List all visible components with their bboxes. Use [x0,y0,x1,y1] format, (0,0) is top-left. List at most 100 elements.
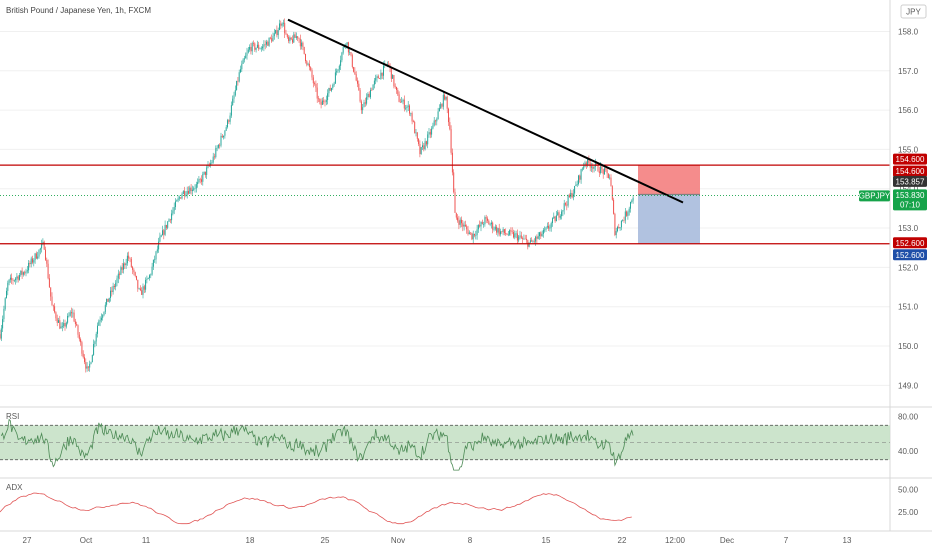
candle-body [501,231,503,232]
candle-body [540,232,542,237]
entry-price-tag-box [893,175,927,187]
candle-body [302,42,304,47]
candle-body [73,312,75,322]
candle-body [449,122,451,130]
candle-body [3,308,5,320]
candle-body [403,99,405,109]
candle-body [464,224,466,227]
take-profit-zone [638,194,700,244]
candle-body [623,220,625,221]
candle-body [154,259,156,261]
candle-body [184,190,186,196]
candle-body [419,144,421,155]
rsi-pane[interactable]: 40.00 80.00 [0,413,919,471]
candle-body [600,166,602,173]
candle-body [76,324,78,326]
candle-body [587,158,589,165]
symbol-tag: GBPJPY [859,191,891,200]
candle-body [533,240,535,242]
rsi-tick-label: 80.00 [898,413,919,422]
candle-body [38,249,40,257]
price-tick-label: 156.0 [898,106,919,115]
candle-body [15,278,17,281]
candle-body [247,49,249,53]
candle-body [359,90,361,102]
candle-body [553,216,555,219]
candle-body [147,277,149,279]
candle-body [236,80,238,91]
candle-body [605,168,607,170]
candle-body [435,120,436,122]
candle-body [197,182,199,185]
candle-body [165,224,167,228]
currency-badge[interactable]: JPY [900,4,927,19]
candle-body [619,227,621,229]
candle-body [25,271,27,274]
candle-body [438,108,440,112]
candle-body [498,228,500,235]
candle-body [303,46,305,54]
candle-body [354,71,356,75]
candle-body [290,37,292,40]
candle-body [77,325,79,335]
horizontal-levels[interactable] [0,164,890,245]
position-zones[interactable] [638,165,700,244]
candle-body [528,242,530,247]
candle-body [267,41,269,46]
candle-body [422,145,423,148]
price-grid [0,30,890,386]
candle-body [580,169,582,180]
candle-body [398,94,400,102]
candle-body [388,64,390,65]
candle-body [414,121,416,134]
candle-body [624,211,626,221]
time-tick-label: 7 [784,536,789,545]
candle-body [120,267,122,275]
candle-body [627,212,629,216]
candle-body [214,156,215,158]
candle-body [11,277,13,280]
time-axis[interactable]: 27 Oct 11 18 25 Nov 8 15 22 12:00 Dec 7 13 [23,536,852,545]
candle-body [260,48,262,49]
candle-body [305,53,306,62]
candle-body [372,84,374,90]
candle-body [189,187,191,194]
trendline[interactable] [287,18,684,204]
candle-body [615,231,617,235]
time-tick-label: 25 [321,536,330,545]
candle-body [532,240,534,242]
time-tick-label: Oct [80,536,93,545]
candle-body [441,104,443,107]
candle-body [563,203,565,211]
candle-body [320,102,322,105]
candle-body [546,225,548,228]
candle-body [610,177,612,187]
adx-label: ADX [6,483,23,492]
candle-body [233,95,235,99]
adx-pane[interactable]: 25.00 50.00 [0,486,919,525]
candle-body [286,34,288,38]
candle-body [458,220,460,225]
candle-body [416,132,418,139]
candle-body [529,240,531,243]
candle-body [310,67,312,71]
candle-body [332,84,334,89]
price-axis-ticks: 149.0 150.0 151.0 152.0 153.0 154.0 155.0 156.0… [898,27,919,390]
candle-body [454,191,456,213]
candle-body [215,148,217,158]
candle-body [227,120,228,128]
candle-body [2,319,4,329]
candle-body [355,74,357,81]
currency-badge-box [900,4,927,19]
candle-body [116,278,118,283]
candle-body [223,135,225,138]
candle-body [410,113,412,114]
candle-body [249,47,251,50]
candle-body [557,212,559,216]
candle-body [626,211,628,216]
candle-body [139,288,141,291]
candle-body [69,312,71,316]
candle-body [311,70,313,78]
